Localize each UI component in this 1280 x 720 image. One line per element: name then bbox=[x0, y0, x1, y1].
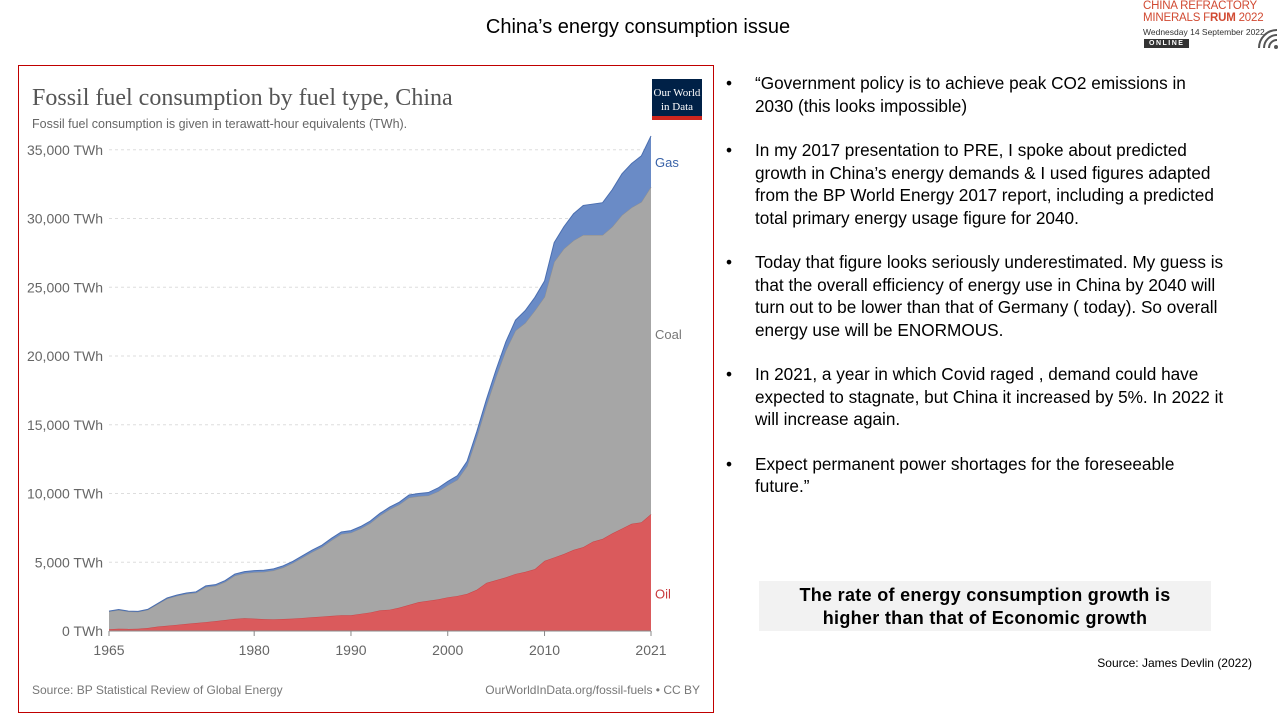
bullet-item: • In 2021, a year in which Covid raged , … bbox=[726, 364, 1224, 429]
owid-badge: Our World in Data bbox=[652, 79, 702, 120]
signal-waves-icon bbox=[1258, 29, 1278, 49]
series-label-oil: Oil bbox=[655, 587, 671, 602]
x-tick-label: 2010 bbox=[529, 642, 560, 658]
bullet-item: • Today that figure looks seriously under… bbox=[726, 252, 1224, 340]
chart-subtitle: Fossil fuel consumption is given in tera… bbox=[32, 117, 407, 131]
logo-line-2: MINERALS FRUM 2022 bbox=[1143, 12, 1264, 24]
fossil-fuel-chart: Fossil fuel consumption by fuel type, Ch… bbox=[27, 79, 702, 697]
owid-badge-line-2: in Data bbox=[661, 101, 693, 113]
y-tick-label: 25,000 TWh bbox=[27, 279, 103, 295]
callout-line-1: The rate of energy consumption growth is bbox=[799, 585, 1171, 605]
y-tick-label: 10,000 TWh bbox=[27, 486, 103, 502]
chart-title: Fossil fuel consumption by fuel type, Ch… bbox=[32, 85, 453, 111]
bullet-item: • Expect permanent power shortages for th… bbox=[726, 453, 1175, 497]
y-tick-label: 0 TWh bbox=[62, 623, 103, 639]
area-coal bbox=[109, 186, 651, 630]
y-tick-label: 35,000 TWh bbox=[27, 142, 103, 158]
owid-badge-line-1: Our World bbox=[654, 87, 701, 99]
y-tick-label: 5,000 TWh bbox=[35, 554, 103, 570]
callout-box: The rate of energy consumption growth is… bbox=[759, 581, 1211, 631]
x-tick-label: 1990 bbox=[335, 642, 366, 658]
y-tick-label: 20,000 TWh bbox=[27, 348, 103, 364]
source-note: Source: James Devlin (2022) bbox=[1097, 656, 1252, 670]
series-label-gas: Gas bbox=[655, 155, 679, 170]
bullet-item: • In my 2017 presentation to PRE, I spoke… bbox=[726, 140, 1214, 228]
logo-line-1: CHINA REFRACTORY bbox=[1143, 0, 1257, 12]
owid-badge-bar bbox=[652, 116, 702, 120]
callout-line-2: higher than that of Economic growth bbox=[822, 608, 1148, 628]
owid-badge-bg bbox=[652, 79, 702, 120]
area-oil bbox=[109, 514, 651, 631]
area-line-gas bbox=[108, 135, 652, 612]
forum-logo: CHINA REFRACTORY MINERALS FRUM 2022 Wedn… bbox=[1143, 0, 1280, 52]
x-tick-label: 1980 bbox=[239, 642, 270, 658]
x-tick-label: 2021 bbox=[635, 642, 666, 658]
logo-online-badge: ONLINE bbox=[1144, 39, 1190, 48]
y-tick-label: 30,000 TWh bbox=[27, 211, 103, 227]
bullet-list: • “Government policy is to achieve peak C… bbox=[724, 72, 1224, 520]
x-tick-label: 1965 bbox=[93, 642, 124, 658]
series-label-coal: Coal bbox=[655, 327, 682, 342]
slide-title: China’s energy consumption issue bbox=[485, 16, 791, 38]
chart-source: Source: BP Statistical Review of Global … bbox=[32, 683, 283, 697]
chart-frame: Fossil fuel consumption by fuel type, Ch… bbox=[18, 65, 714, 713]
bullet-item: • “Government policy is to achieve peak C… bbox=[726, 73, 1186, 116]
chart-credit: OurWorldInData.org/fossil-fuels • CC BY bbox=[485, 683, 700, 697]
y-tick-label: 15,000 TWh bbox=[27, 417, 103, 433]
logo-date: Wednesday 14 September 2022 bbox=[1143, 27, 1265, 37]
x-tick-label: 2000 bbox=[432, 642, 463, 658]
